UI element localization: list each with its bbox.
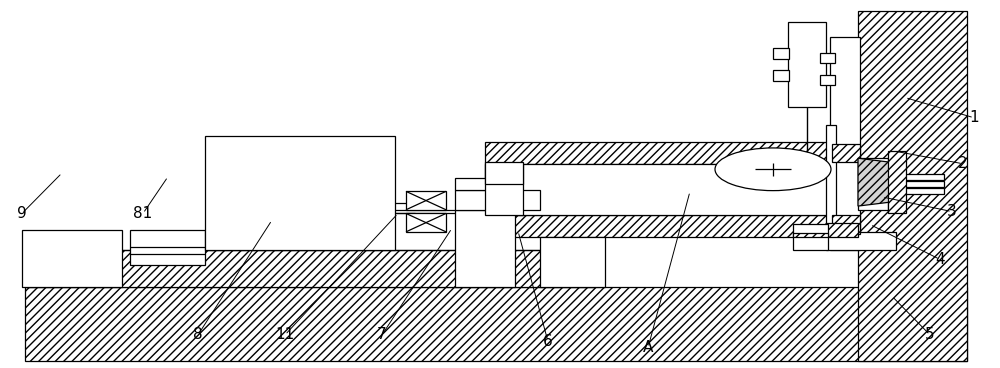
- Bar: [788, 22, 826, 107]
- Bar: [205, 136, 395, 250]
- Bar: [485, 215, 855, 237]
- Bar: [858, 158, 888, 210]
- Bar: [896, 181, 944, 187]
- Bar: [896, 174, 944, 180]
- Bar: [485, 142, 855, 164]
- Bar: [455, 210, 515, 287]
- Text: 3: 3: [947, 204, 957, 219]
- Bar: [130, 230, 205, 265]
- Text: 9: 9: [17, 206, 27, 221]
- Bar: [793, 233, 828, 237]
- Bar: [485, 164, 523, 215]
- Bar: [406, 213, 446, 232]
- Text: 11: 11: [275, 328, 295, 342]
- Bar: [773, 48, 789, 59]
- Bar: [540, 237, 605, 287]
- Bar: [820, 53, 835, 63]
- Bar: [485, 162, 523, 184]
- Bar: [832, 215, 860, 234]
- Bar: [896, 188, 944, 194]
- Bar: [826, 223, 858, 237]
- Text: A: A: [643, 340, 653, 355]
- Bar: [406, 191, 446, 210]
- Bar: [820, 75, 835, 85]
- Bar: [25, 287, 967, 361]
- Text: 1: 1: [969, 110, 979, 125]
- Text: 7: 7: [377, 328, 387, 342]
- Text: 2: 2: [958, 156, 968, 171]
- Bar: [455, 190, 540, 210]
- Bar: [485, 164, 855, 215]
- Circle shape: [715, 148, 831, 191]
- Bar: [830, 37, 860, 250]
- Text: 5: 5: [925, 328, 935, 342]
- Text: 6: 6: [543, 334, 553, 349]
- Bar: [858, 11, 967, 361]
- Bar: [832, 144, 860, 162]
- Bar: [773, 70, 789, 81]
- Polygon shape: [858, 158, 896, 206]
- Bar: [22, 230, 122, 287]
- Bar: [25, 250, 595, 287]
- Bar: [826, 125, 836, 236]
- Bar: [826, 232, 896, 250]
- Bar: [793, 224, 828, 250]
- Text: 8: 8: [193, 328, 203, 342]
- Bar: [888, 151, 906, 213]
- Text: 4: 4: [935, 252, 945, 267]
- Bar: [455, 178, 503, 190]
- Text: 81: 81: [133, 206, 153, 221]
